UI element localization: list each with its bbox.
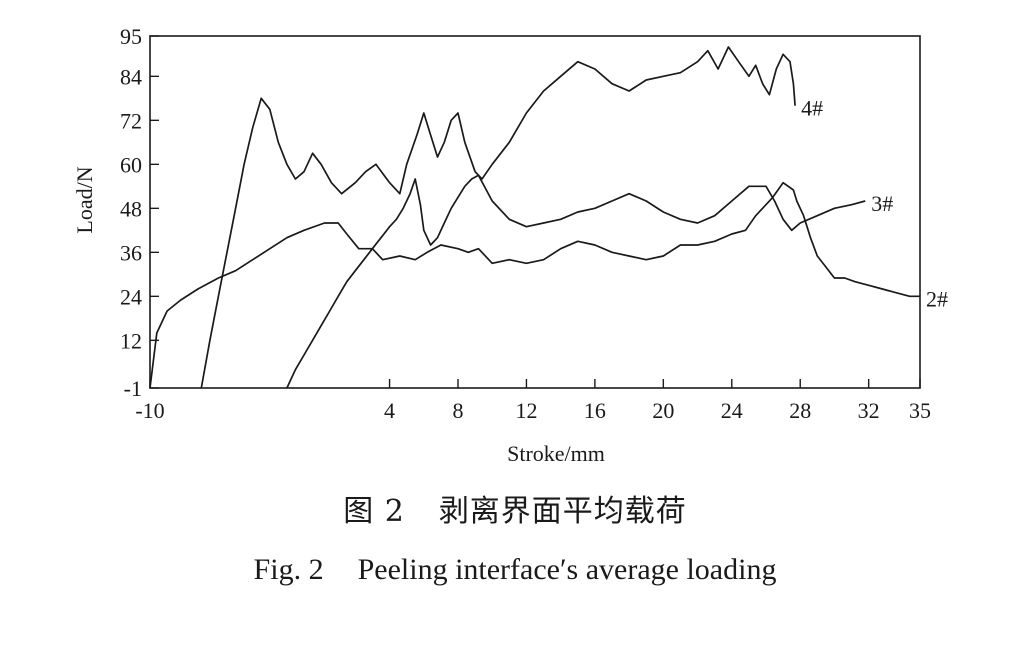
figure-title-english: Peeling interface′s average loading bbox=[357, 553, 777, 586]
y-axis-ticks: -1 12 24 36 48 60 72 84 95 bbox=[120, 24, 159, 401]
y-axis-title: Load/N bbox=[72, 166, 97, 233]
series-layer bbox=[149, 46, 920, 389]
x-tick-label: 4 bbox=[384, 398, 395, 423]
series-annotation: 2# bbox=[926, 286, 948, 311]
x-axis-ticks: -10 4 8 12 16 20 24 28 32 35 bbox=[135, 379, 931, 423]
x-tick-label: 16 bbox=[584, 398, 606, 423]
x-tick-label: 12 bbox=[515, 398, 537, 423]
figure-title-chinese: 剥离界面平均载荷 bbox=[438, 494, 687, 529]
y-tick-label: 60 bbox=[120, 152, 142, 177]
y-tick-label: 84 bbox=[120, 64, 142, 89]
y-tick-label: 36 bbox=[120, 240, 142, 265]
figure-caption-english: Fig. 2 Peeling interface′s average loadin… bbox=[0, 553, 1030, 587]
x-tick-label: 28 bbox=[789, 398, 811, 423]
figure-caption-chinese: 图 2 剥离界面平均载荷 bbox=[0, 486, 1030, 530]
figure-number-english: Fig. 2 bbox=[253, 553, 324, 586]
figure-number-chinese: 图 2 bbox=[343, 494, 405, 529]
y-tick-label: 24 bbox=[120, 284, 142, 309]
series-line-1 bbox=[286, 174, 866, 389]
y-tick-label: 48 bbox=[120, 196, 142, 221]
y-tick-label: -1 bbox=[124, 376, 142, 401]
x-tick-label: 8 bbox=[453, 398, 464, 423]
plot-frame bbox=[149, 35, 921, 389]
x-axis-title: Stroke/mm bbox=[507, 441, 605, 466]
series-line-2 bbox=[200, 46, 796, 389]
x-tick-label: 20 bbox=[652, 398, 674, 423]
series-annotations: 4# 3# 2# bbox=[801, 96, 948, 312]
x-tick-label: 24 bbox=[721, 398, 743, 423]
series-annotation: 3# bbox=[871, 191, 893, 216]
y-tick-label: 12 bbox=[120, 328, 142, 353]
x-tick-label: -10 bbox=[135, 398, 164, 423]
series-line-0 bbox=[149, 181, 920, 389]
x-tick-label: 32 bbox=[858, 398, 880, 423]
y-tick-label: 95 bbox=[120, 24, 142, 49]
y-tick-label: 72 bbox=[120, 108, 142, 133]
series-annotation: 4# bbox=[801, 96, 823, 121]
x-tick-label: 35 bbox=[909, 398, 931, 423]
